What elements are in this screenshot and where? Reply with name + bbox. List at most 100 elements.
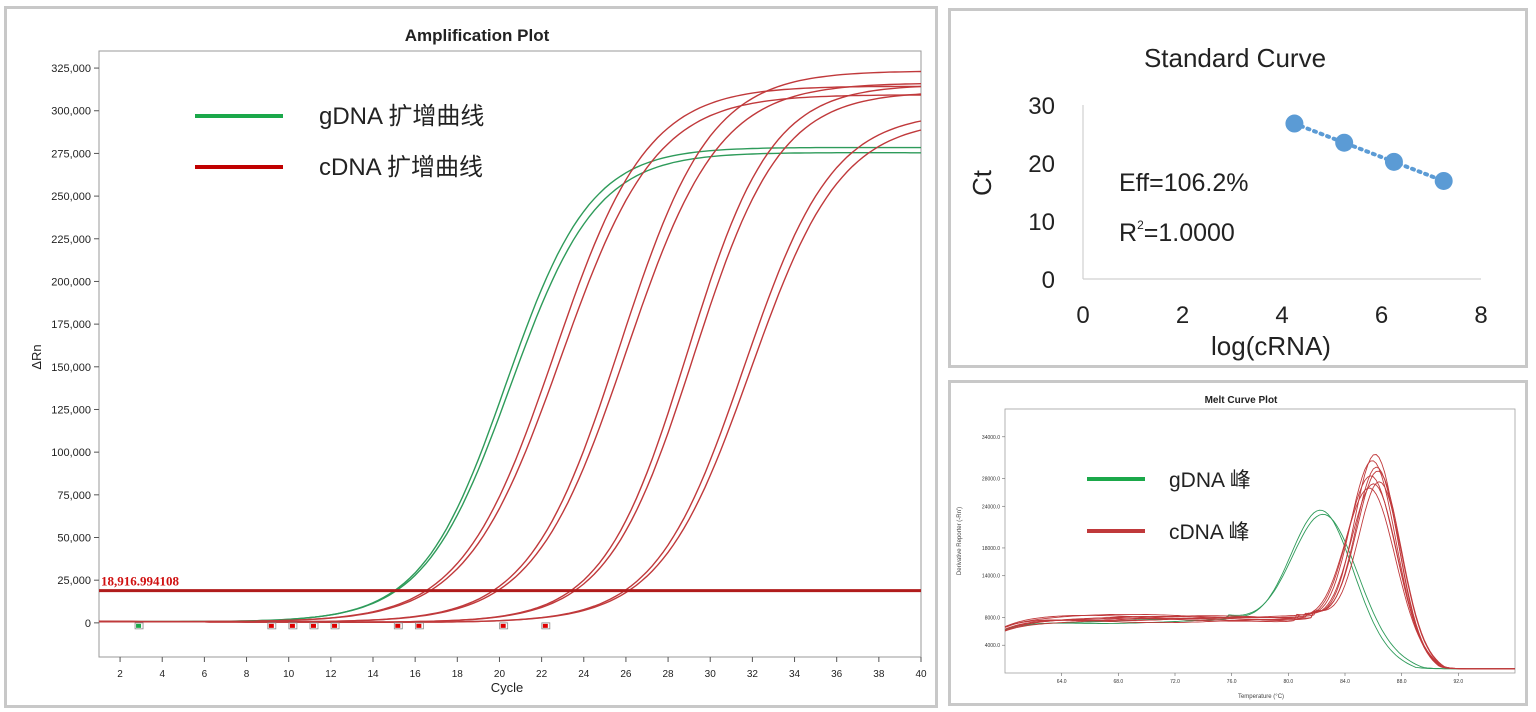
y-tick-label: 225,000 [51, 234, 91, 246]
melt-x-axis-label: Temperature (°C) [1238, 694, 1284, 700]
x-tick-label: 20 [494, 669, 506, 680]
legend-label-gdna: gDNA 扩增曲线 [319, 103, 484, 130]
melt-x-tick-label: 92.0 [1453, 679, 1463, 685]
standard-curve-x-axis-label: log(cRNA) [1211, 331, 1331, 361]
x-tick-label: 32 [747, 669, 759, 680]
y-tick-label: 175,000 [51, 319, 91, 331]
melt-legend-label-gdna: gDNA 峰 [1169, 469, 1251, 492]
x-tick-label: 40 [915, 669, 927, 680]
ct-marker [416, 623, 422, 628]
melt-x-tick-label: 68.0 [1113, 679, 1123, 685]
y-tick-label: 25,000 [57, 575, 91, 587]
x-tick-label: 38 [873, 669, 885, 680]
std-y-tick-label: 10 [1028, 209, 1055, 236]
cdna-melt-curve [1004, 466, 1515, 670]
y-tick-label: 125,000 [51, 404, 91, 416]
ct-marker [136, 623, 142, 628]
x-tick-label: 36 [831, 669, 843, 680]
melt-curve-title: Melt Curve Plot [1205, 395, 1278, 406]
y-tick-label: 150,000 [51, 362, 91, 374]
melt-plot-area [1004, 408, 1516, 674]
x-tick-label: 28 [663, 669, 675, 680]
gdna-melt-curve [1004, 513, 1515, 670]
melt-y-tick-label: 14000.0 [982, 574, 1000, 580]
melt-y-axis-label: Derivative Reporter (-Rn') [957, 507, 963, 575]
x-tick-label: 14 [367, 669, 379, 680]
std-data-point [1335, 133, 1354, 152]
x-tick-label: 2 [117, 669, 123, 680]
amplification-plot-panel: Amplification Plot 0 25,000 50,000 75,000 10… [4, 6, 938, 708]
cdna-melt-curve [1004, 481, 1515, 670]
std-data-point [1434, 171, 1453, 190]
melt-y-ticks: 4000.0 8000.0 14000.0 18000.0 24000.0 28000.0… [982, 435, 1005, 649]
amplification-y-axis-label: ΔRn [29, 344, 44, 369]
melt-y-tick-label: 28000.0 [982, 476, 1000, 482]
cdna-melt-curve [1004, 487, 1515, 670]
amplification-x-ticks: 2 4 6 8 10 12 14 16 18 20 22 24 26 28 30 32 34 36 38 40 [117, 657, 927, 680]
legend-label-cdna: cDNA 扩增曲线 [319, 154, 483, 181]
x-tick-label: 16 [410, 669, 422, 680]
std-data-point [1285, 114, 1304, 133]
standard-curve-y-ticks: 0 10 20 30 [1028, 93, 1055, 294]
ct-marker [395, 623, 401, 628]
x-tick-label: 34 [789, 669, 801, 680]
std-y-tick-label: 0 [1042, 267, 1055, 294]
amplification-legend: gDNA 扩增曲线 cDNA 扩增曲线 [195, 103, 484, 181]
std-x-tick-label: 6 [1375, 302, 1388, 329]
melt-y-tick-label: 18000.0 [982, 546, 1000, 552]
std-x-tick-label: 8 [1474, 302, 1487, 329]
y-tick-label: 50,000 [57, 533, 91, 545]
standard-curve-title: Standard Curve [1144, 43, 1326, 73]
melt-x-tick-label: 84.0 [1340, 679, 1350, 685]
melt-y-tick-label: 4000.0 [985, 643, 1001, 649]
ct-marker [542, 623, 548, 628]
y-tick-label: 275,000 [51, 148, 91, 160]
std-x-tick-label: 0 [1076, 302, 1089, 329]
melt-legend: gDNA 峰 cDNA 峰 [1087, 469, 1251, 544]
x-tick-label: 12 [325, 669, 337, 680]
melt-x-ticks: 64.0 68.0 72.0 76.0 80.0 84.0 88.0 92.0 [1057, 673, 1463, 685]
melt-curve-panel: Melt Curve Plot 4000.0 8000.0 14000.0 18000… [948, 380, 1528, 706]
standard-curve-panel: Standard Curve 0 10 20 30 0 2 4 6 8 Ct log(cRNA… [948, 8, 1528, 368]
ct-marker [500, 623, 506, 628]
x-tick-label: 26 [620, 669, 632, 680]
standard-curve-y-axis-label: Ct [967, 169, 997, 196]
x-tick-label: 10 [283, 669, 295, 680]
standard-curve-points [1285, 114, 1453, 190]
melt-y-tick-label: 24000.0 [982, 504, 1000, 510]
melt-x-tick-label: 88.0 [1397, 679, 1407, 685]
x-tick-label: 24 [578, 669, 590, 680]
amplification-plot: Amplification Plot 0 25,000 50,000 75,000 10… [29, 26, 927, 695]
amplification-x-axis-label: Cycle [491, 680, 524, 695]
standard-curve-plot: Standard Curve 0 10 20 30 0 2 4 6 8 Ct log(cRNA… [967, 43, 1488, 361]
amplification-threshold: 18,916.994108 [99, 574, 921, 593]
standard-curve-trendline [1292, 121, 1446, 183]
y-tick-label: 200,000 [51, 276, 91, 288]
std-y-tick-label: 30 [1028, 93, 1055, 120]
x-tick-label: 4 [159, 669, 165, 680]
cdna-amplification-curve [99, 129, 922, 623]
melt-x-tick-label: 64.0 [1057, 679, 1067, 685]
std-x-tick-label: 2 [1176, 302, 1189, 329]
std-x-tick-label: 4 [1275, 302, 1288, 329]
x-tick-label: 30 [705, 669, 717, 680]
x-tick-label: 18 [452, 669, 464, 680]
melt-x-tick-label: 76.0 [1227, 679, 1237, 685]
x-tick-label: 8 [244, 669, 250, 680]
efficiency-label: Eff=106.2% [1119, 169, 1249, 197]
melt-y-tick-label: 8000.0 [985, 615, 1001, 621]
r-squared-label: R2=1.0000 [1119, 218, 1235, 247]
melt-curves [1004, 454, 1515, 670]
melt-legend-label-cdna: cDNA 峰 [1169, 521, 1250, 544]
ct-marker [310, 623, 316, 628]
amplification-y-ticks: 0 25,000 50,000 75,000 100,000 125,000 150,000… [51, 63, 99, 630]
x-tick-label: 22 [536, 669, 548, 680]
y-tick-label: 325,000 [51, 63, 91, 75]
amplification-plot-area [98, 50, 922, 658]
melt-x-tick-label: 72.0 [1170, 679, 1180, 685]
standard-curve-x-ticks: 0 2 4 6 8 [1076, 302, 1487, 329]
melt-x-tick-label: 80.0 [1283, 679, 1293, 685]
x-tick-label: 6 [202, 669, 208, 680]
std-data-point [1384, 152, 1403, 171]
amplification-plot-title: Amplification Plot [405, 26, 550, 45]
